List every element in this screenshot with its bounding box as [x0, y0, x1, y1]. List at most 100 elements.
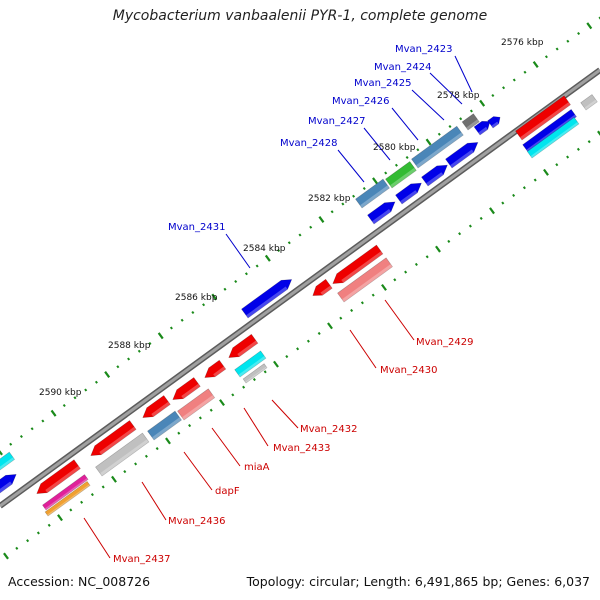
gene-forward[interactable] [421, 164, 448, 187]
gene-highlight [390, 167, 417, 188]
gene-miaA-b[interactable] [177, 388, 216, 421]
tick-mark [180, 318, 184, 322]
tick-mark [47, 523, 51, 527]
tick-mark [532, 61, 539, 68]
tick-mark [111, 475, 117, 483]
gene-mvan-2432c[interactable] [242, 363, 268, 384]
gene-highlight [152, 417, 182, 440]
gene-mvan-2426[interactable] [411, 125, 464, 169]
gene-label[interactable]: Mvan_2430 [380, 365, 437, 376]
gene-label[interactable]: dapF [215, 486, 240, 497]
gene-forward[interactable] [0, 474, 17, 494]
gene-label[interactable]: Mvan_2423 [395, 44, 452, 55]
gene-mvan-2424[interactable] [473, 120, 491, 136]
tick-mark [191, 310, 195, 315]
tick-mark [84, 388, 88, 392]
tick-mark [405, 155, 409, 160]
tick-mark [341, 202, 345, 206]
gene-mvan-2432b[interactable] [234, 350, 267, 378]
gene-mvan-2436b[interactable] [95, 432, 150, 477]
tick-mark [512, 193, 516, 197]
gene-label[interactable]: Mvan_2436 [168, 516, 225, 527]
gene-label[interactable]: Mvan_2433 [273, 443, 330, 454]
gene-highlight [584, 99, 598, 110]
tick-mark [242, 385, 246, 389]
tick-mark [277, 248, 281, 253]
gene-mvan-2437b[interactable] [42, 474, 89, 511]
gene-highlight [100, 439, 149, 476]
tick-mark [36, 531, 40, 535]
tick-label: 2584 kbp [243, 244, 286, 254]
tick-mark [94, 380, 98, 384]
gene-forward[interactable] [395, 182, 422, 205]
genome-backbone-highlight [0, 68, 600, 508]
tick-mark [489, 207, 495, 215]
gene-dapF[interactable] [142, 395, 171, 418]
gene-mvan-2428[interactable] [355, 178, 390, 209]
gene-label[interactable]: Mvan_2437 [113, 554, 170, 565]
gene-mvan-2437[interactable] [36, 459, 81, 494]
gene-highlight [426, 172, 444, 186]
tick-mark [512, 78, 516, 82]
gene-mvan-2430[interactable] [332, 244, 384, 284]
gene-label[interactable]: Mvan_2431 [168, 222, 225, 233]
gene-highlight [151, 401, 171, 417]
tick-label: 2590 kbp [39, 388, 82, 398]
gene-mvan-2427[interactable] [385, 161, 417, 189]
gene-label[interactable]: Mvan_2432 [300, 424, 357, 435]
label-leader-line [183, 451, 213, 491]
tick-mark [458, 232, 462, 236]
tick-mark [209, 408, 213, 412]
gene-label[interactable]: Mvan_2427 [308, 116, 365, 127]
gene-highlight [530, 122, 579, 158]
tick-mark [273, 360, 279, 368]
tick-mark [26, 539, 30, 543]
gene-mvan-2437c[interactable] [44, 480, 91, 517]
tick-label: 2582 kbp [308, 194, 351, 204]
tick-mark [393, 278, 397, 282]
tick-mark [309, 225, 313, 229]
tick-mark [244, 272, 248, 276]
tick-mark [0, 450, 3, 456]
label-leader-line [337, 149, 365, 183]
map-title: Mycobacterium vanbaalenii PYR-1, complet… [112, 8, 488, 24]
tick-mark [144, 454, 148, 458]
tick-mark [50, 409, 57, 417]
gene-label[interactable]: miaA [244, 462, 270, 473]
gene-right[interactable] [515, 95, 571, 141]
gene-forward[interactable] [0, 451, 16, 471]
tick-mark [371, 293, 375, 297]
gene-label[interactable]: Mvan_2426 [332, 96, 389, 107]
tick-mark [468, 224, 472, 228]
tick-mark [576, 147, 580, 151]
tick-mark [104, 371, 111, 378]
gene-mvan-2433[interactable] [204, 359, 227, 378]
tick-mark [165, 437, 171, 445]
gene-label[interactable]: Mvan_2425 [354, 78, 411, 89]
gene-forward[interactable] [445, 142, 479, 169]
label-leader-line [429, 72, 463, 105]
gene-label[interactable]: Mvan_2424 [374, 62, 431, 73]
tick-mark [414, 262, 418, 266]
gene-dapF-b[interactable] [147, 410, 182, 441]
tick-mark [522, 186, 526, 190]
tick-mark [577, 31, 581, 36]
gene-mvan-2423[interactable] [487, 116, 501, 129]
gene-label[interactable]: Mvan_2428 [280, 138, 337, 149]
gene-mvan-2425[interactable] [461, 113, 480, 131]
gene-right[interactable] [580, 94, 598, 111]
gene-right[interactable] [526, 116, 580, 159]
gene-mvan-2429[interactable] [312, 278, 333, 296]
gene-forward[interactable] [367, 201, 396, 225]
gene-mvan-2436[interactable] [90, 420, 137, 456]
tick-mark [543, 168, 549, 176]
gene-highlight [213, 366, 226, 377]
gene-highlight [341, 251, 383, 283]
gene-label[interactable]: Mvan_2429 [416, 337, 473, 348]
gene-mvan-2432[interactable] [228, 333, 259, 358]
gene-miaA[interactable] [172, 377, 201, 400]
gene-mvan-2430b[interactable] [337, 257, 393, 303]
tick-mark [127, 357, 131, 361]
gene-mvan-2431[interactable] [241, 279, 293, 319]
tick-mark [360, 301, 364, 305]
